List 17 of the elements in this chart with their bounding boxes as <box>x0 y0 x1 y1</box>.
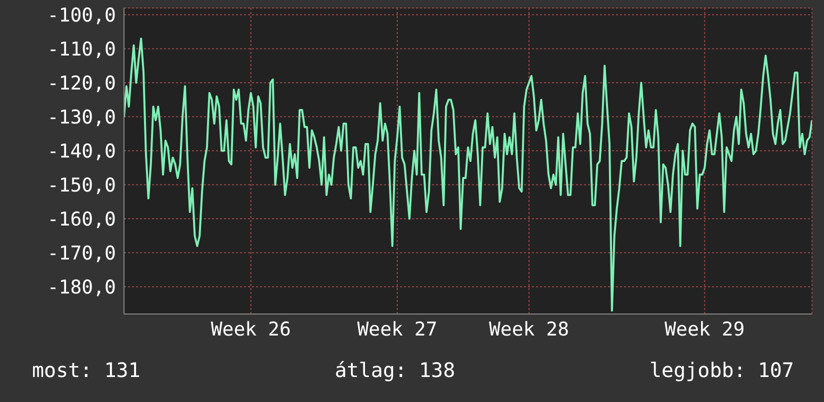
x-tick-label: Week 26 <box>210 318 291 340</box>
y-tick-label: -110,0 <box>47 38 116 61</box>
y-tick-label: -180,0 <box>47 276 116 299</box>
text: átlag: 138 <box>334 358 456 382</box>
y-tick-label: -130,0 <box>47 106 116 129</box>
text: legjobb: 107 <box>649 358 794 382</box>
y-tick-label: -140,0 <box>47 140 116 163</box>
y-tick-label: -160,0 <box>47 208 116 231</box>
text: most: 131 <box>32 358 140 382</box>
y-tick-label: -120,0 <box>47 72 116 95</box>
y-tick-label: -100,0 <box>47 4 116 27</box>
x-tick-label: Week 27 <box>357 318 438 340</box>
y-tick-label: -170,0 <box>47 242 116 265</box>
x-tick-label: Week 29 <box>664 318 745 340</box>
y-tick-label: -150,0 <box>47 174 116 197</box>
x-tick-label: Week 28 <box>488 318 570 340</box>
line-series <box>124 38 812 312</box>
